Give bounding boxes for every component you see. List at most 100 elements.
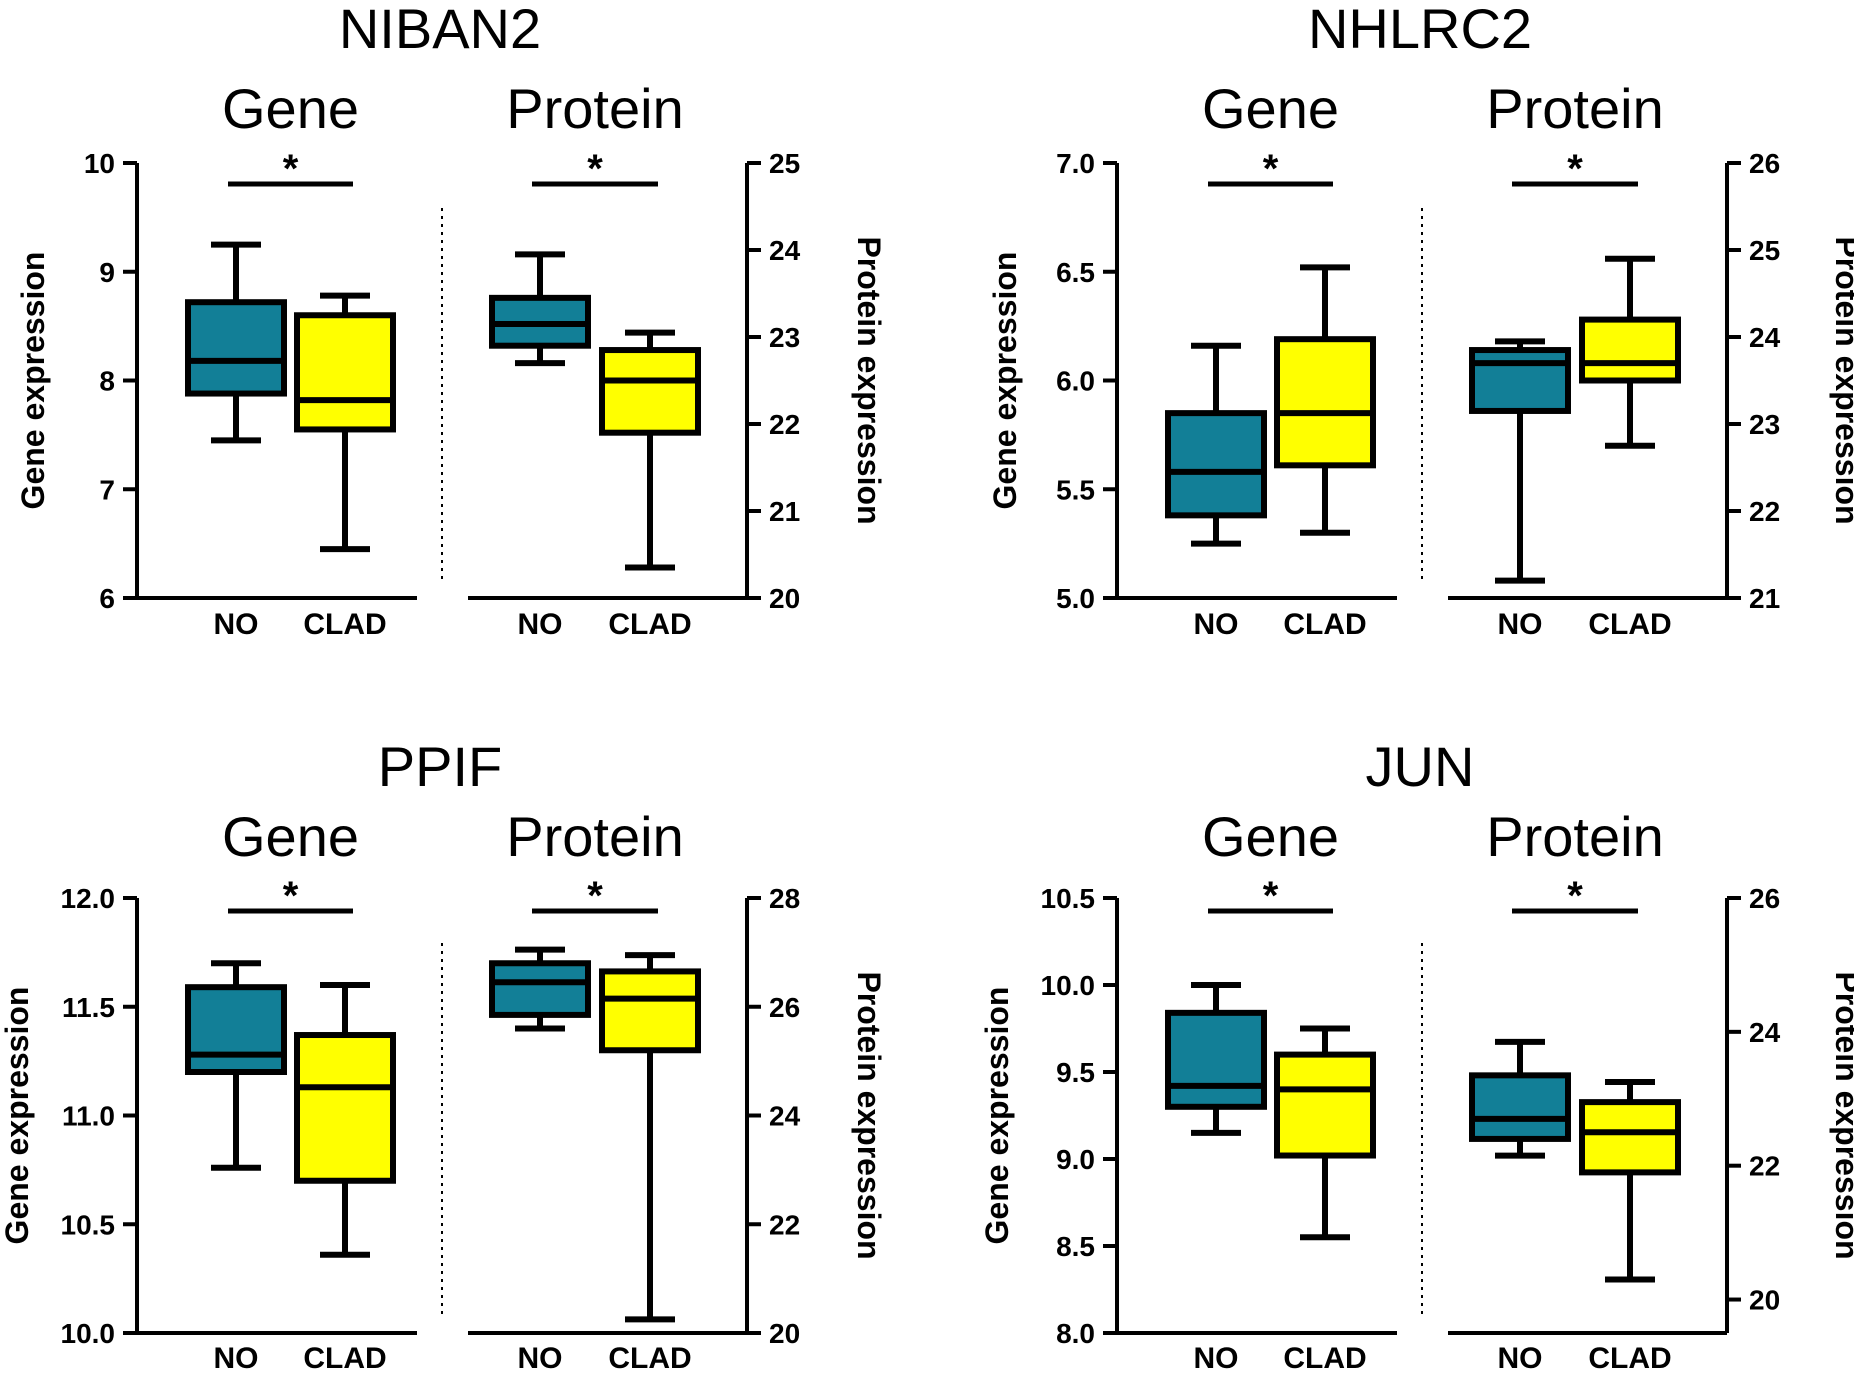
protein-category-label-0: NO <box>1498 608 1543 641</box>
gene-y-tick-label: 10.0 <box>61 1318 116 1349</box>
gene-y-tick-label: 7 <box>99 474 115 505</box>
panel-jun: JUN 8.0 8.5 9.0 9.5 10.0 10.5 Gene expression Ge… <box>979 735 1854 1375</box>
protein-box-no <box>1469 1038 1571 1159</box>
gene-category-label-1: CLAD <box>303 608 386 641</box>
panel-nhlrc2: NHLRC2 5.0 5.5 6.0 6.5 7.0 Gene expression Gene… <box>987 0 1854 641</box>
protein-iqr-box <box>599 347 701 436</box>
gene-iqr-box <box>294 1032 396 1184</box>
gene-significance-star: * <box>1263 147 1279 191</box>
protein-y-tick-label: 22 <box>1749 496 1780 527</box>
gene-subtitle: Gene <box>1202 77 1339 140</box>
protein-significance-star: * <box>1567 874 1583 918</box>
protein-y-tick-label: 22 <box>769 409 800 440</box>
gene-category-label-0: NO <box>1194 608 1239 641</box>
protein-y-tick-label: 28 <box>769 883 800 914</box>
protein-y-tick-label: 26 <box>1749 883 1780 914</box>
gene-significance-star: * <box>283 147 299 191</box>
gene-y-tick-label: 7.0 <box>1056 148 1095 179</box>
protein-y-tick-label: 21 <box>769 496 800 527</box>
protein-y-tick-label: 26 <box>769 992 800 1023</box>
protein-significance-star: * <box>587 147 603 191</box>
protein-category-label-0: NO <box>1498 1342 1543 1375</box>
gene-iqr-box <box>1274 1051 1376 1159</box>
gene-iqr-box <box>185 299 287 397</box>
gene-box-no <box>185 960 287 1171</box>
gene-iqr-box <box>294 312 396 433</box>
gene-y-tick-label: 10 <box>84 148 115 179</box>
protein-y-tick-label: 26 <box>1749 148 1780 179</box>
gene-category-label-0: NO <box>214 1342 259 1375</box>
gene-y-axis-label: Gene expression <box>987 252 1023 510</box>
gene-iqr-box <box>1274 336 1376 469</box>
gene-y-tick-label: 5.5 <box>1056 474 1095 505</box>
protein-y-tick-label: 24 <box>769 1101 801 1132</box>
protein-y-axis-label: Protein expression <box>851 971 887 1259</box>
protein-y-axis-label: Protein expression <box>1829 971 1854 1259</box>
protein-iqr-box <box>1579 316 1681 384</box>
gene-iqr-box <box>1165 1009 1267 1110</box>
gene-y-tick-label: 8 <box>99 366 115 397</box>
protein-subtitle: Protein <box>1486 805 1663 868</box>
protein-box-clad <box>1579 1079 1681 1283</box>
gene-y-tick-label: 6.5 <box>1056 257 1095 288</box>
protein-iqr-box <box>489 960 591 1018</box>
protein-iqr-box <box>599 968 701 1054</box>
gene-y-axis-label: Gene expression <box>15 252 51 510</box>
gene-y-tick-label: 10.5 <box>61 1209 116 1240</box>
gene-y-axis-label: Gene expression <box>0 987 35 1245</box>
gene-y-tick-label: 12.0 <box>61 883 116 914</box>
gene-significance-star: * <box>283 874 299 918</box>
gene-y-tick-label: 6 <box>99 583 115 614</box>
gene-y-tick-label: 8.0 <box>1056 1318 1095 1349</box>
gene-category-label-1: CLAD <box>303 1342 386 1375</box>
gene-category-label-0: NO <box>214 608 259 641</box>
protein-y-tick-label: 25 <box>1749 235 1780 266</box>
gene-y-tick-label: 10.5 <box>1041 883 1096 914</box>
protein-y-tick-label: 24 <box>1749 322 1781 353</box>
gene-box-clad <box>294 982 396 1258</box>
panel-title: PPIF <box>378 735 502 798</box>
gene-category-label-1: CLAD <box>1283 608 1366 641</box>
protein-y-tick-label: 22 <box>1749 1151 1780 1182</box>
protein-category-label-0: NO <box>518 608 563 641</box>
gene-y-axis-label: Gene expression <box>979 987 1015 1245</box>
panel-title: NHLRC2 <box>1308 0 1532 60</box>
protein-box-clad <box>599 329 701 571</box>
gene-category-label-0: NO <box>1194 1342 1239 1375</box>
protein-box-no <box>489 946 591 1032</box>
gene-y-tick-label: 9.0 <box>1056 1144 1095 1175</box>
protein-y-axis-label: Protein expression <box>1829 236 1854 524</box>
protein-iqr-box <box>1469 1072 1571 1142</box>
panel-niban2: NIBAN2 6 7 8 9 10 Gene expression Gene * NO CLAD 20… <box>15 0 887 641</box>
protein-subtitle: Protein <box>506 805 683 868</box>
gene-box-clad <box>294 292 396 553</box>
protein-box-clad <box>599 952 701 1323</box>
protein-y-tick-label: 23 <box>1749 409 1780 440</box>
protein-significance-star: * <box>587 874 603 918</box>
protein-category-label-0: NO <box>518 1342 563 1375</box>
protein-y-tick-label: 24 <box>769 235 801 266</box>
gene-y-tick-label: 10.0 <box>1041 970 1096 1001</box>
protein-category-label-1: CLAD <box>1588 1342 1671 1375</box>
gene-subtitle: Gene <box>1202 805 1339 868</box>
panel-title: JUN <box>1366 735 1475 798</box>
protein-significance-star: * <box>1567 147 1583 191</box>
protein-y-tick-label: 20 <box>769 583 800 614</box>
protein-y-tick-label: 24 <box>1749 1017 1781 1048</box>
protein-category-label-1: CLAD <box>608 608 691 641</box>
gene-y-tick-label: 9 <box>99 257 115 288</box>
gene-iqr-box <box>185 984 287 1075</box>
gene-y-tick-label: 11.5 <box>62 992 115 1023</box>
panel-ppif: PPIF 10.0 10.5 11.0 11.5 12.0 Gene expression G… <box>0 735 887 1375</box>
protein-y-axis-label: Protein expression <box>851 236 887 524</box>
protein-iqr-box <box>1469 347 1571 414</box>
gene-box-no <box>1165 342 1267 547</box>
gene-subtitle: Gene <box>222 805 359 868</box>
protein-y-tick-label: 25 <box>769 148 800 179</box>
gene-y-tick-label: 11.0 <box>62 1101 115 1132</box>
gene-y-tick-label: 5.0 <box>1056 583 1095 614</box>
protein-iqr-box <box>1579 1099 1681 1176</box>
protein-y-tick-label: 20 <box>769 1318 800 1349</box>
protein-y-tick-label: 23 <box>769 322 800 353</box>
protein-box-no <box>489 251 591 367</box>
